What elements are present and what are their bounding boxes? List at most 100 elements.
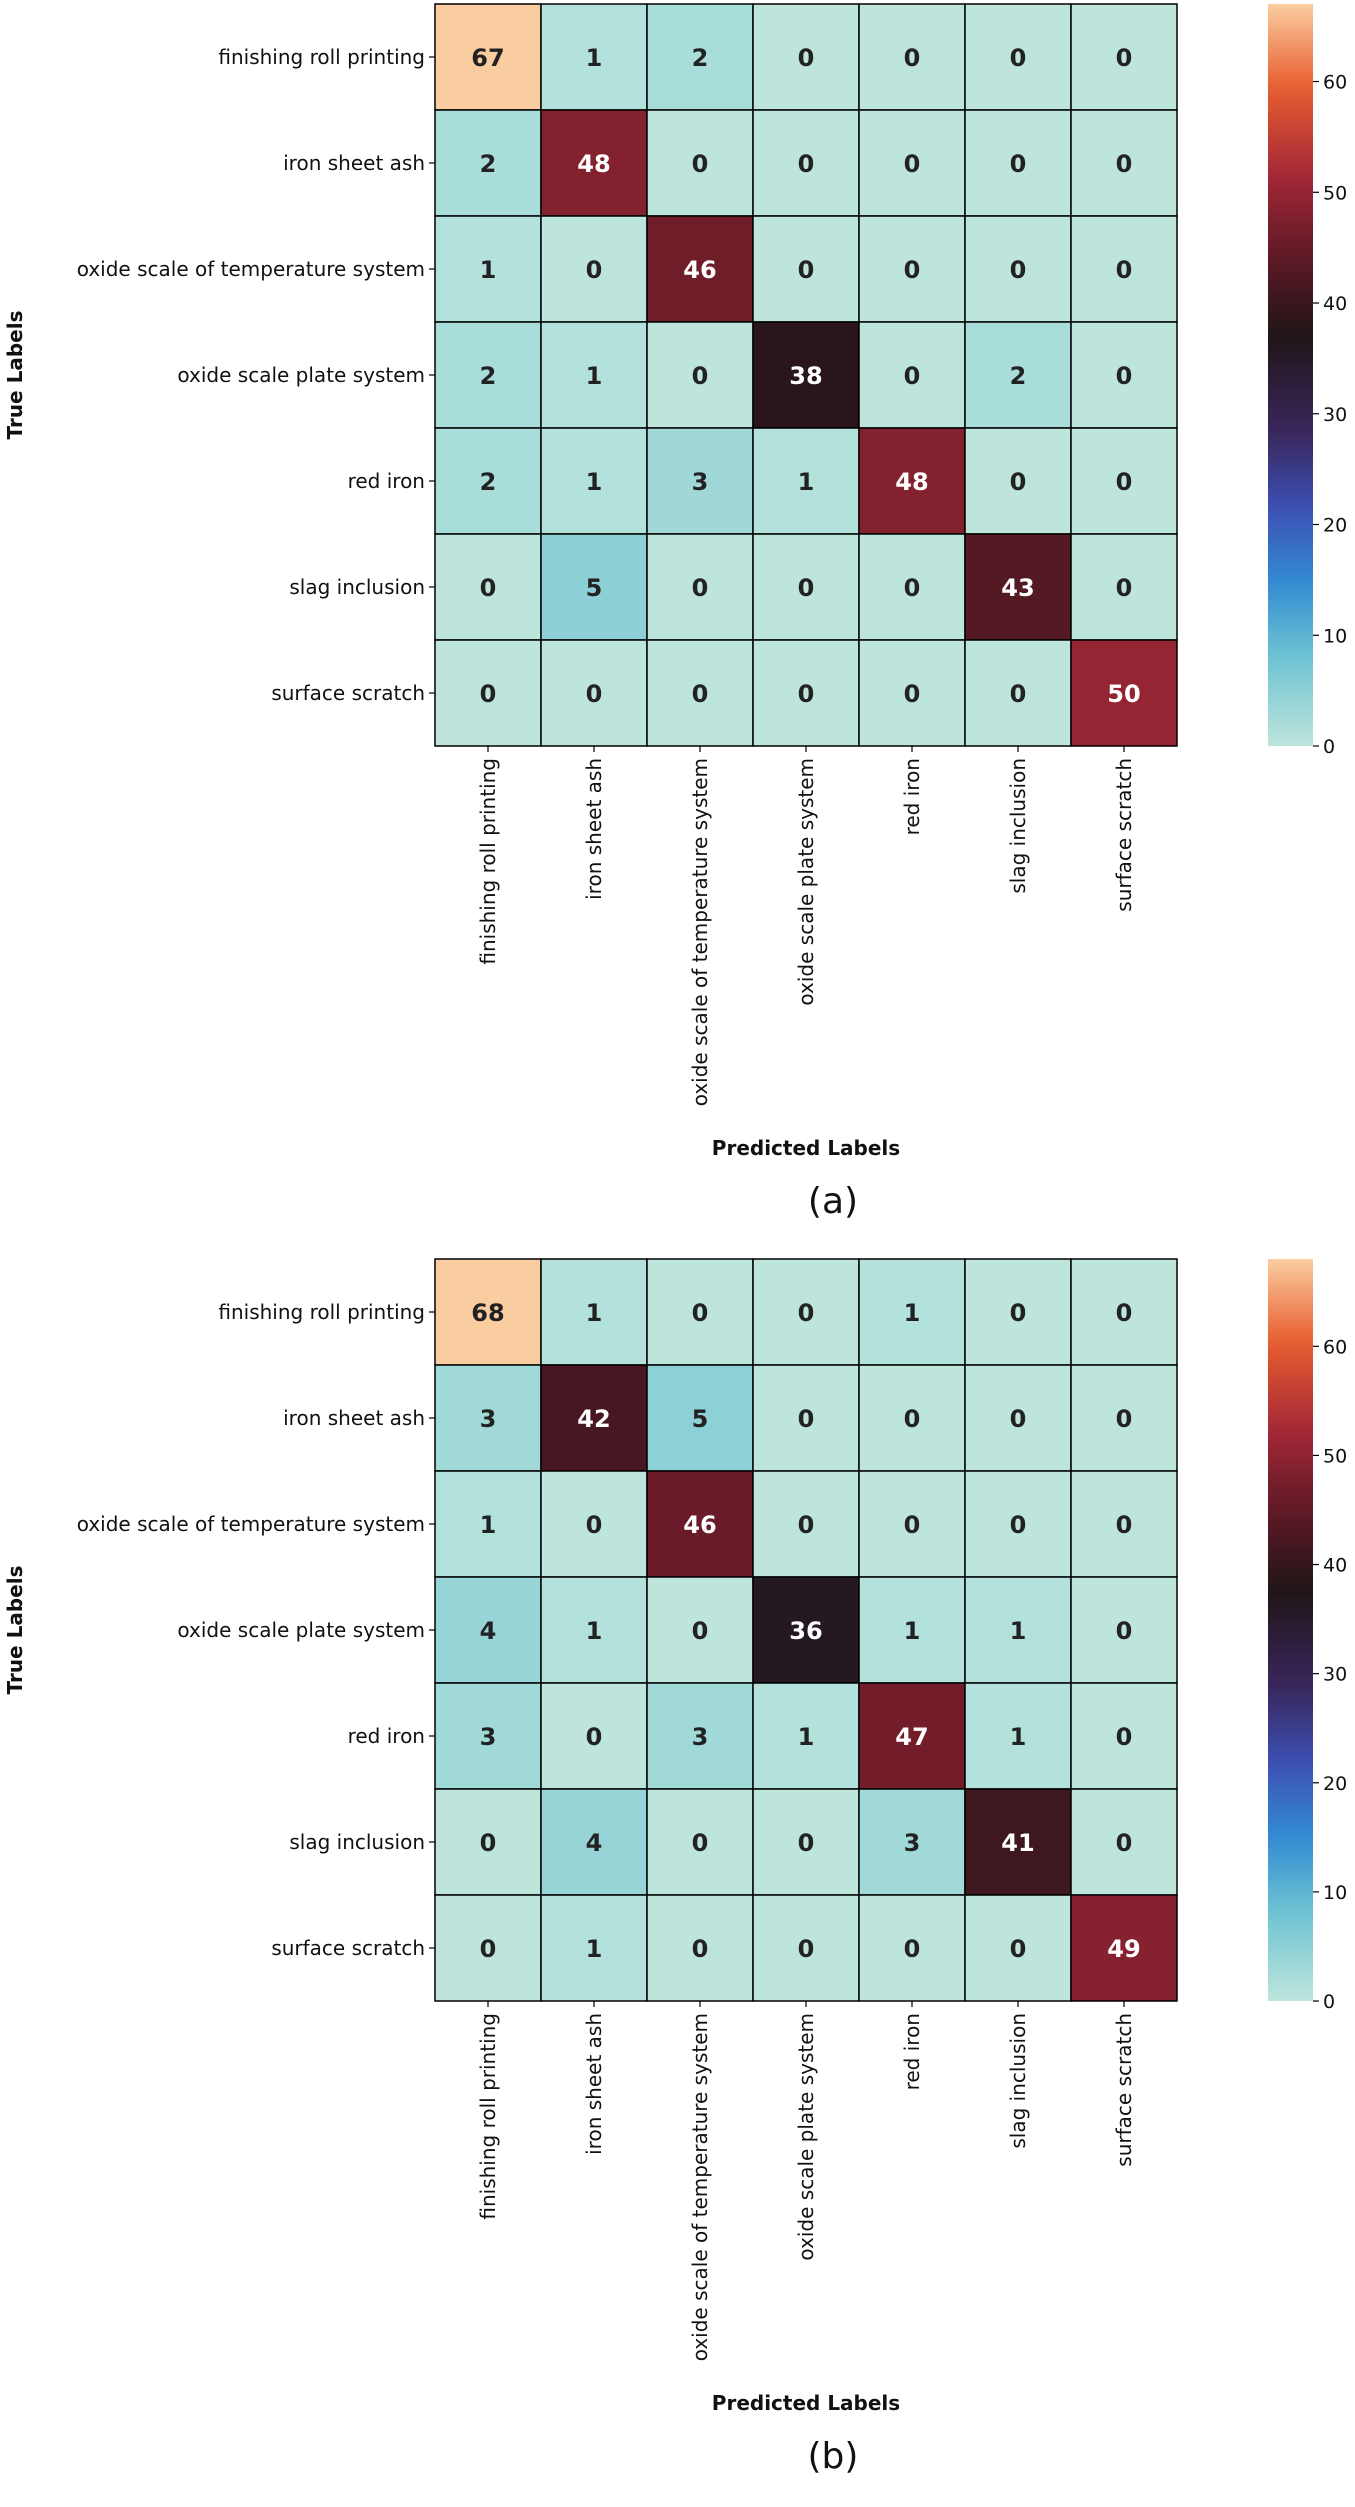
cell-value-label: 2 xyxy=(1010,362,1027,390)
y-tick-label: oxide scale plate system xyxy=(177,1618,425,1642)
heatmap-cell xyxy=(858,109,966,217)
heatmap-cell xyxy=(964,321,1072,429)
x-tick-label: finishing roll printing xyxy=(476,758,500,965)
heatmap-cell xyxy=(1070,215,1178,323)
heatmap-cell xyxy=(1070,533,1178,641)
cell-value-label: 0 xyxy=(904,256,921,284)
cell-value-label: 1 xyxy=(586,468,603,496)
heatmap-cell xyxy=(646,1258,754,1366)
cell-value-label: 0 xyxy=(1010,150,1027,178)
heatmap-cell xyxy=(1070,1576,1178,1684)
x-tick-label: surface scratch xyxy=(1112,758,1136,912)
cell-value-label: 0 xyxy=(586,1511,603,1539)
cell-value-label: 0 xyxy=(692,1829,709,1857)
colorbar-tick-label: 30 xyxy=(1323,1664,1347,1686)
colorbar-tick-label: 60 xyxy=(1323,1336,1347,1358)
cell-value-label: 4 xyxy=(480,1617,497,1645)
heatmap-cell xyxy=(858,1788,966,1896)
cell-value-label: 0 xyxy=(904,1405,921,1433)
x-axis-title: Predicted Labels xyxy=(712,2391,900,2415)
colorbar-tick-label: 10 xyxy=(1323,1882,1347,1904)
cell-value-label: 46 xyxy=(683,1511,716,1539)
cell-value-label: 2 xyxy=(480,468,497,496)
heatmap-cell xyxy=(752,3,860,111)
cell-value-label: 43 xyxy=(1001,574,1034,602)
colorbar xyxy=(1268,4,1313,746)
heatmap-cell xyxy=(1070,1470,1178,1578)
y-axis-title: True Labels xyxy=(3,311,27,440)
colorbar-tick-label: 50 xyxy=(1323,182,1347,204)
cell-value-label: 0 xyxy=(1010,1405,1027,1433)
cell-value-label: 3 xyxy=(904,1829,921,1857)
heatmap-cell xyxy=(434,1788,542,1896)
heatmap-cell xyxy=(964,215,1072,323)
heatmap-cell xyxy=(964,1894,1072,2002)
heatmap-cell xyxy=(858,1470,966,1578)
cell-value-label: 0 xyxy=(480,1935,497,1963)
cell-value-label: 1 xyxy=(586,362,603,390)
heatmap-cell xyxy=(646,1364,754,1472)
cell-value-label: 0 xyxy=(1116,1511,1133,1539)
heatmap-cell xyxy=(540,1258,648,1366)
cell-value-label: 38 xyxy=(789,362,822,390)
heatmap-cell xyxy=(752,1682,860,1790)
x-tick-label: oxide scale of temperature system xyxy=(688,2013,712,2361)
cell-value-label: 0 xyxy=(692,1617,709,1645)
heatmap-cell xyxy=(1070,109,1178,217)
cell-value-label: 1 xyxy=(1010,1617,1027,1645)
y-tick-label: red iron xyxy=(348,469,425,493)
cell-value-label: 0 xyxy=(798,1299,815,1327)
heatmap-b-svg: 68 1 0 0 1 0 03 42 5 0 0 0 01 0 46 0 0 0 04 1 0 36 1 1 03 0 3 1 47 1 0… xyxy=(3,1258,1347,2477)
heatmap-cell xyxy=(646,533,754,641)
cell-value-label: 0 xyxy=(1116,1723,1133,1751)
x-tick-label: iron sheet ash xyxy=(582,2013,606,2155)
cell-value-label: 0 xyxy=(798,256,815,284)
cell-value-label: 1 xyxy=(904,1299,921,1327)
heatmap-cell xyxy=(858,1364,966,1472)
colorbar-tick-label: 30 xyxy=(1323,404,1347,426)
heatmap-cell xyxy=(964,1788,1072,1896)
colorbar-tick-label: 40 xyxy=(1323,1555,1347,1577)
cell-value-label: 0 xyxy=(798,150,815,178)
y-tick-label: oxide scale plate system xyxy=(177,363,425,387)
cell-value-label: 0 xyxy=(904,150,921,178)
heatmap-cell xyxy=(434,3,542,111)
x-tick-label: red iron xyxy=(900,758,924,835)
cell-value-label: 41 xyxy=(1001,1829,1034,1857)
cell-value-label: 0 xyxy=(798,1405,815,1433)
cell-value-label: 48 xyxy=(577,150,610,178)
cell-value-label: 0 xyxy=(692,150,709,178)
x-tick-label: oxide scale plate system xyxy=(794,2013,818,2261)
x-tick-label: oxide scale plate system xyxy=(794,758,818,1006)
cell-value-label: 1 xyxy=(480,256,497,284)
heatmap-cell xyxy=(434,1258,542,1366)
cell-value-label: 0 xyxy=(1116,468,1133,496)
cell-value-label: 0 xyxy=(1010,1511,1027,1539)
cell-value-label: 0 xyxy=(1116,1299,1133,1327)
cell-value-label: 0 xyxy=(798,1511,815,1539)
y-tick-label: finishing roll printing xyxy=(218,45,425,69)
heatmap-cell xyxy=(434,639,542,747)
heatmap-cell xyxy=(540,1576,648,1684)
y-tick-label: iron sheet ash xyxy=(283,1406,425,1430)
heatmap-cell xyxy=(646,109,754,217)
cell-value-label: 0 xyxy=(692,362,709,390)
colorbar-tick-label: 40 xyxy=(1323,293,1347,315)
heatmap-cell xyxy=(752,1894,860,2002)
cell-value-label: 3 xyxy=(480,1405,497,1433)
heatmap-cell xyxy=(964,1576,1072,1684)
cell-value-label: 2 xyxy=(480,150,497,178)
heatmap-cell xyxy=(1070,1682,1178,1790)
heatmap-cell xyxy=(540,3,648,111)
heatmap-cell xyxy=(1070,1258,1178,1366)
heatmap-cell xyxy=(964,1470,1072,1578)
cell-value-label: 0 xyxy=(904,44,921,72)
heatmap-cell xyxy=(964,1682,1072,1790)
heatmap-a-svg: 67 1 2 0 0 0 02 48 0 0 0 0 01 0 46 0 0 0 02 1 0 38 0 2 02 1 3 1 48 0 0… xyxy=(3,3,1347,1222)
cell-value-label: 0 xyxy=(1010,256,1027,284)
cell-value-label: 2 xyxy=(692,44,709,72)
heatmap-cell xyxy=(540,1788,648,1896)
cell-value-label: 0 xyxy=(1010,1299,1027,1327)
cell-value-label: 0 xyxy=(1116,574,1133,602)
heatmap-cell xyxy=(858,1258,966,1366)
